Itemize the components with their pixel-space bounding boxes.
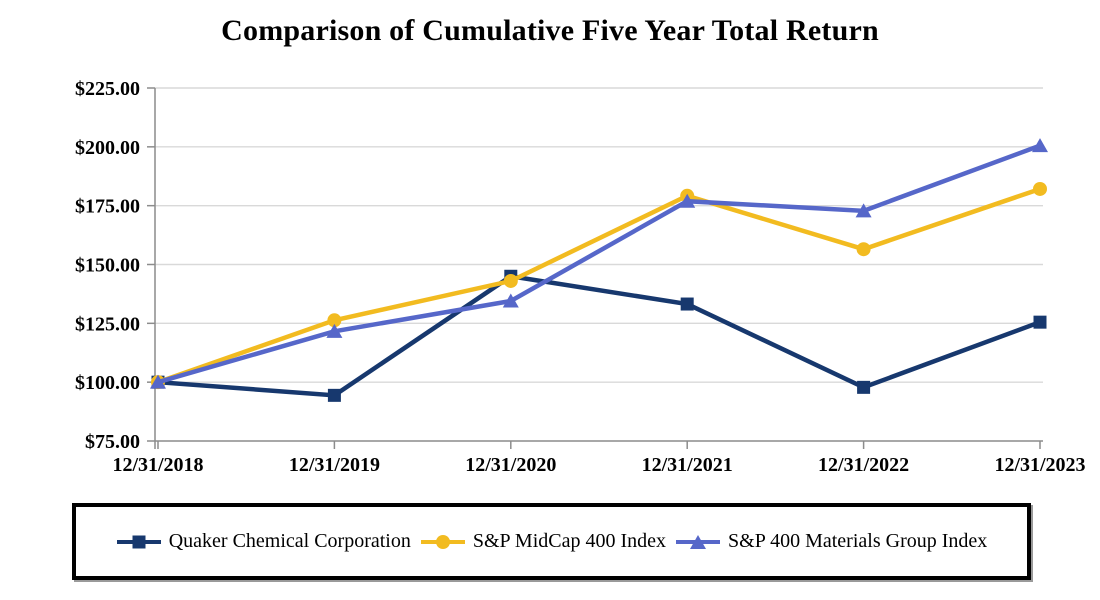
legend: Quaker Chemical Corporation S&P MidCap 4… — [72, 503, 1031, 580]
svg-text:12/31/2018: 12/31/2018 — [112, 454, 203, 476]
legend-label-sp-midcap-400: S&P MidCap 400 Index — [472, 530, 667, 552]
svg-text:$175.00: $175.00 — [75, 196, 140, 218]
svg-text:$125.00: $125.00 — [75, 313, 140, 335]
legend-item-quaker-chemical: Quaker Chemical Corporation — [116, 530, 411, 553]
svg-text:$200.00: $200.00 — [75, 137, 140, 159]
legend-item-sp-midcap-400: S&P MidCap 400 Index — [420, 530, 666, 553]
square-marker-icon — [116, 535, 161, 548]
chart-title: Comparison of Cumulative Five Year Total… — [221, 14, 879, 47]
legend-label-sp-400-materials: S&P 400 Materials Group Index — [728, 530, 988, 552]
svg-text:12/31/2020: 12/31/2020 — [465, 454, 556, 476]
svg-text:12/31/2021: 12/31/2021 — [642, 454, 733, 476]
svg-text:12/31/2022: 12/31/2022 — [818, 454, 909, 476]
svg-text:12/31/2019: 12/31/2019 — [289, 454, 380, 476]
svg-text:$75.00: $75.00 — [85, 431, 140, 453]
svg-text:12/31/2023: 12/31/2023 — [994, 454, 1085, 476]
line-chart-plot: $75.00 $100.00 $125.00 $150.00 $175.00 $200.0… — [75, 78, 1086, 476]
circle-marker-icon — [420, 534, 465, 549]
legend-item-sp-400-materials: S&P 400 Materials Group Index — [675, 530, 987, 553]
triangle-marker-icon — [676, 534, 721, 549]
svg-text:$150.00: $150.00 — [75, 255, 140, 277]
svg-text:$100.00: $100.00 — [75, 372, 140, 394]
legend-label-quaker-chemical: Quaker Chemical Corporation — [168, 530, 411, 552]
svg-text:$225.00: $225.00 — [75, 78, 140, 100]
